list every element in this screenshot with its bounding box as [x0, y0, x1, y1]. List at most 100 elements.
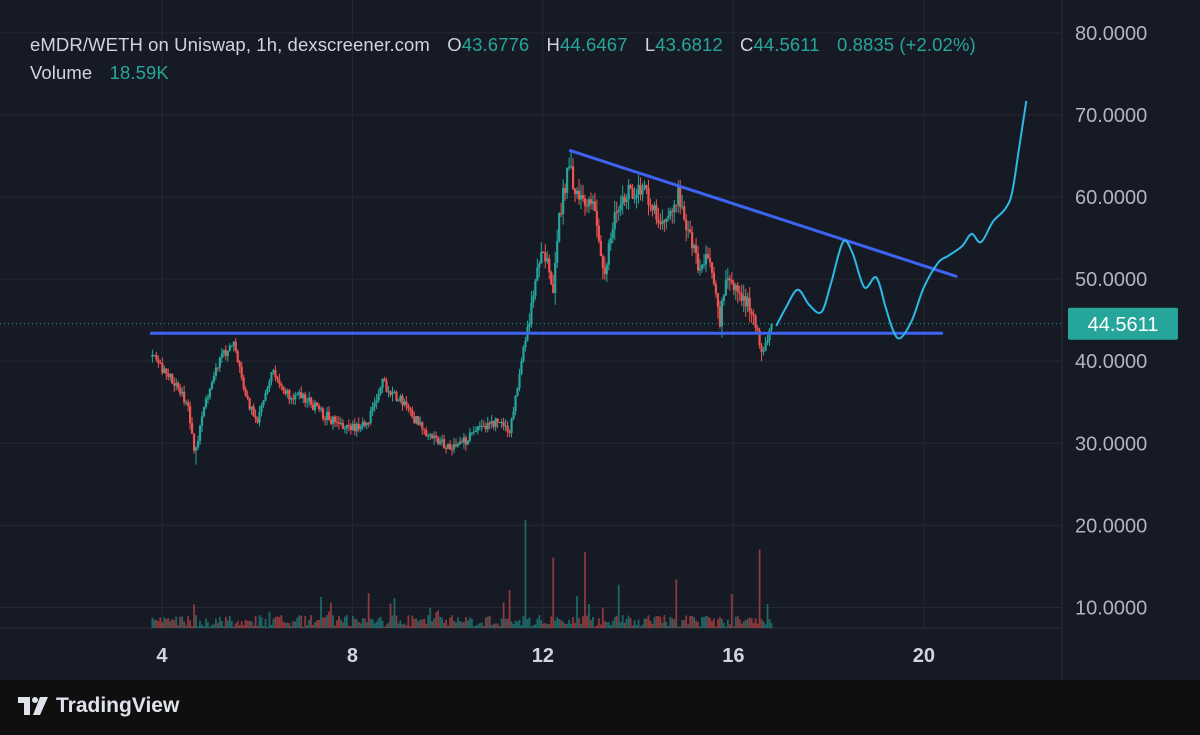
candle-body	[599, 240, 602, 256]
volume-bar	[417, 621, 420, 628]
volume-bar	[711, 621, 713, 628]
candle-body	[415, 416, 418, 424]
volume-bar	[209, 626, 211, 628]
candle-body	[425, 430, 428, 436]
candle-body	[754, 315, 757, 329]
volume-bar	[336, 620, 338, 628]
candle-body	[538, 263, 541, 268]
volume-bar	[451, 615, 453, 628]
volume-bar	[167, 618, 170, 628]
candle-body	[185, 402, 188, 404]
volume-bar	[461, 622, 463, 628]
candle-body	[728, 278, 731, 281]
legend-ohlc: eMDR/WETH on Uniswap, 1h, dexscreener.co…	[30, 34, 976, 56]
candle-body	[496, 418, 499, 423]
candle-body	[698, 268, 702, 271]
candle-body	[542, 252, 545, 254]
candle-body	[423, 428, 426, 431]
volume-bar	[586, 615, 588, 628]
candle-body	[304, 394, 307, 403]
volume-bar	[691, 615, 694, 628]
volume-bar	[276, 616, 279, 628]
volume-bar	[298, 615, 301, 628]
candle-body	[361, 421, 364, 427]
candle-body	[183, 391, 186, 403]
open-key: O	[447, 34, 462, 55]
candle-body	[312, 404, 315, 411]
candle-body	[700, 264, 704, 269]
volume-bar	[395, 615, 398, 628]
candle-body	[583, 198, 587, 206]
volume-bar	[574, 622, 576, 628]
volume-bar	[445, 619, 447, 628]
volume-bar	[304, 615, 307, 628]
candle-body	[375, 400, 378, 403]
volume-bar	[605, 622, 608, 628]
candle-body	[546, 258, 549, 262]
candle-body	[571, 166, 575, 189]
candle-body	[450, 449, 454, 451]
volume-bar	[385, 624, 388, 628]
volume-bar	[355, 619, 358, 628]
volume-bar	[482, 626, 485, 628]
candle-body	[454, 444, 458, 447]
candle-body	[268, 381, 271, 388]
high-value: 44.6467	[559, 34, 628, 55]
candle-body	[595, 210, 598, 226]
volume-bar	[683, 620, 686, 628]
volume-bar	[480, 622, 483, 628]
volume-bar	[498, 626, 501, 628]
candle-body	[401, 395, 404, 406]
candle-body	[621, 196, 624, 205]
volume-bar	[532, 624, 535, 628]
volume-bar	[244, 619, 247, 628]
candle-body	[294, 394, 297, 400]
candle-body	[687, 229, 690, 231]
volume-bar	[637, 619, 640, 628]
candle-body	[605, 264, 608, 275]
volume-bar	[175, 616, 178, 628]
volume-bar	[578, 618, 580, 628]
volume-bar	[379, 616, 382, 628]
brand[interactable]: TradingView	[18, 694, 179, 718]
volume-bar	[687, 624, 690, 628]
volume-bar	[256, 625, 259, 628]
candle-body	[232, 341, 235, 346]
price-tag	[1068, 307, 1178, 340]
candle-body	[161, 363, 164, 373]
candle-body	[522, 347, 525, 362]
volume-bar	[169, 621, 172, 628]
candle-body	[395, 391, 398, 401]
candle-body	[242, 377, 245, 389]
volume-bar	[157, 620, 160, 628]
volume-bar	[381, 620, 384, 628]
candle-body	[409, 408, 412, 411]
volume-bar	[540, 620, 543, 628]
volume-bar	[248, 620, 251, 628]
candle-body	[179, 388, 182, 394]
candle-body	[216, 367, 219, 369]
volume-bar	[314, 622, 317, 628]
volume-bar	[455, 622, 457, 628]
volume-bar	[447, 625, 449, 628]
candle-body	[500, 421, 503, 423]
volume-bar	[713, 618, 715, 628]
candle-body	[171, 374, 174, 384]
volume-bar	[720, 618, 723, 628]
volume-bar	[671, 618, 674, 628]
volume-bar	[663, 615, 666, 628]
volume-bar	[744, 619, 747, 628]
candle-body	[577, 190, 581, 200]
volume-bar	[213, 624, 215, 628]
candle-body	[431, 434, 434, 439]
candle-body	[433, 435, 436, 439]
volume-bar	[369, 618, 372, 628]
candle-body	[480, 425, 483, 427]
candle-body	[742, 296, 745, 301]
candle-body	[190, 423, 194, 434]
volume-bar	[619, 622, 622, 628]
candle-body	[712, 272, 716, 284]
candle-body	[587, 199, 591, 207]
volume-bar	[330, 602, 332, 628]
